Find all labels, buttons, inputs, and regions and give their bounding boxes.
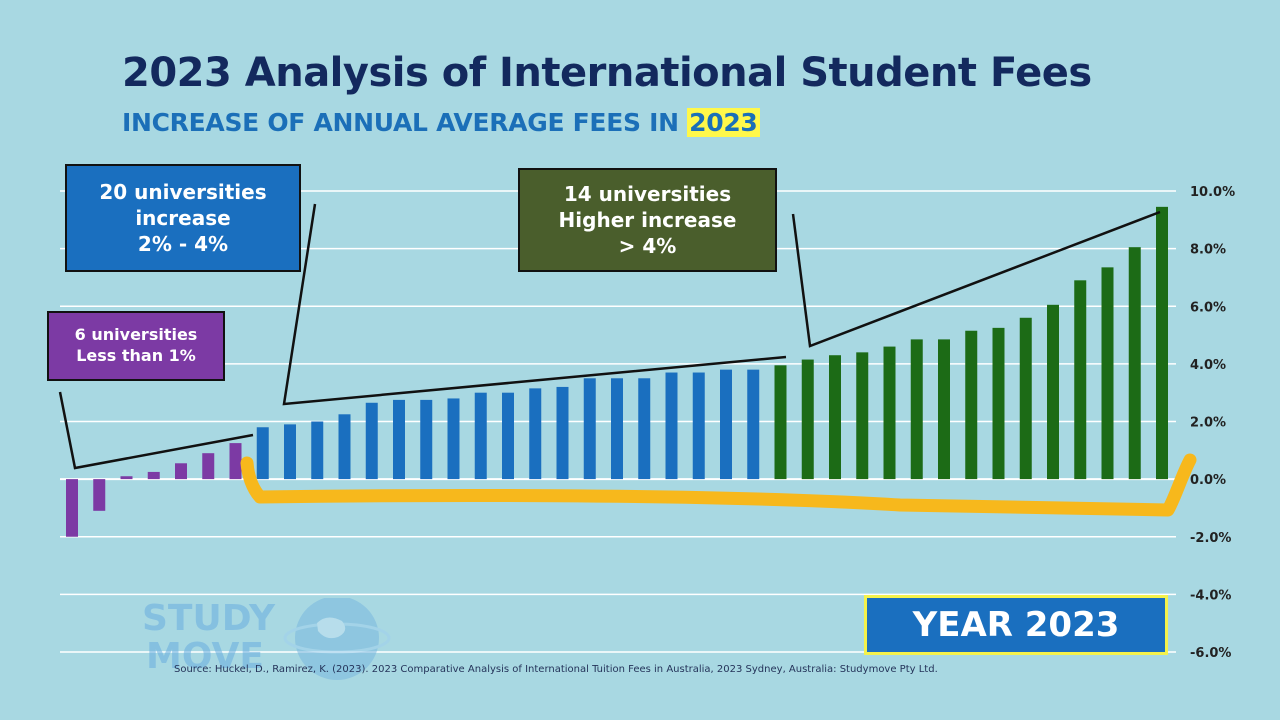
- bar-blue: [692, 372, 705, 480]
- purple-trend-line: [58, 391, 254, 470]
- bar-blue: [665, 372, 678, 480]
- y-tick-label: 8.0%: [1190, 243, 1226, 258]
- bar-blue: [311, 421, 324, 480]
- callout-blue-line-2: increase: [135, 206, 231, 230]
- bar-green: [965, 330, 978, 480]
- callout-green-line-2: Higher increase: [558, 208, 737, 232]
- bar-blue: [338, 414, 351, 480]
- bar-green: [992, 327, 1005, 480]
- bar-blue: [583, 378, 596, 480]
- bar-purple: [229, 443, 242, 480]
- bar-blue: [502, 392, 514, 480]
- green-trend-line: [791, 210, 1161, 348]
- bar-green: [910, 339, 923, 480]
- bar-blue: [365, 402, 378, 480]
- bar-green: [938, 339, 950, 480]
- bar-blue: [611, 378, 623, 480]
- callout-green-line-1: 14 universities: [563, 182, 732, 206]
- y-tick-label: -2.0%: [1190, 531, 1231, 546]
- logo-text-move: MOVE: [146, 636, 264, 677]
- bar-green: [829, 355, 841, 480]
- bar-purple: [147, 471, 160, 480]
- bar-purple: [120, 476, 133, 480]
- y-tick-label: 10.0%: [1190, 185, 1235, 200]
- callout-purple-line-2: Less than 1%: [76, 346, 196, 365]
- bar-green: [774, 365, 787, 480]
- blue-trend-line: [282, 203, 787, 406]
- trend-lines: [58, 203, 1161, 470]
- source-citation: Source: Huckel, D., Ramirez, K. (2023). …: [174, 664, 938, 675]
- callout-6-universities: 6 universities Less than 1%: [47, 311, 225, 381]
- y-tick-label: 2.0%: [1190, 416, 1226, 431]
- y-tick-label: 6.0%: [1190, 300, 1226, 315]
- chart-title: 2023 Analysis of International Student F…: [122, 50, 1092, 96]
- bar-blue: [447, 398, 460, 480]
- studymove-logo: STUDY MOVE: [142, 596, 402, 686]
- callout-blue-line-3: 2% - 4%: [137, 232, 229, 256]
- bar-blue: [720, 369, 732, 480]
- bar-green: [1101, 267, 1114, 480]
- callout-blue-line-1: 20 universities: [99, 180, 267, 204]
- bar-green: [1047, 304, 1059, 480]
- logo-text-study: STUDY: [142, 598, 276, 639]
- globe-icon: [283, 596, 391, 680]
- bar-purple: [66, 479, 78, 537]
- callout-green-line-3: > 4%: [618, 234, 677, 258]
- bar-purple: [175, 463, 187, 480]
- y-tick-label: 0.0%: [1190, 473, 1226, 488]
- bar-blue: [393, 399, 405, 480]
- bar-blue: [747, 369, 760, 480]
- bar-green: [883, 346, 896, 480]
- bar-blue: [474, 392, 487, 480]
- bar-green: [1074, 280, 1087, 480]
- bar-green: [801, 359, 814, 480]
- bar-blue: [256, 427, 269, 480]
- bar-blue: [556, 386, 569, 480]
- callout-20-universities: 20 universities increase 2% - 4%: [65, 164, 301, 272]
- y-tick-label: -4.0%: [1190, 588, 1231, 603]
- y-tick-label: -6.0%: [1190, 646, 1231, 661]
- bar-blue: [284, 424, 296, 480]
- year-badge: YEAR 2023: [864, 595, 1168, 655]
- bar-blue: [529, 388, 542, 480]
- bar-green: [1156, 206, 1168, 480]
- subtitle-text: INCREASE OF ANNUAL AVERAGE FEES IN: [122, 108, 688, 137]
- chart-subtitle: INCREASE OF ANNUAL AVERAGE FEES IN 2023: [122, 108, 760, 137]
- callout-purple-line-1: 6 universities: [74, 325, 198, 345]
- y-tick-label: 4.0%: [1190, 358, 1226, 373]
- bar-green: [856, 352, 869, 480]
- bar-blue: [638, 378, 651, 480]
- bar-green: [1128, 247, 1141, 480]
- bar-purple: [202, 453, 215, 480]
- baseline-highlight-stroke: [240, 453, 1197, 517]
- bar-purple: [93, 479, 106, 511]
- callout-14-universities: 14 universities Higher increase > 4%: [518, 168, 777, 272]
- subtitle-highlight-year: 2023: [687, 108, 760, 137]
- bar-blue: [420, 399, 433, 480]
- bar-green: [1019, 317, 1032, 480]
